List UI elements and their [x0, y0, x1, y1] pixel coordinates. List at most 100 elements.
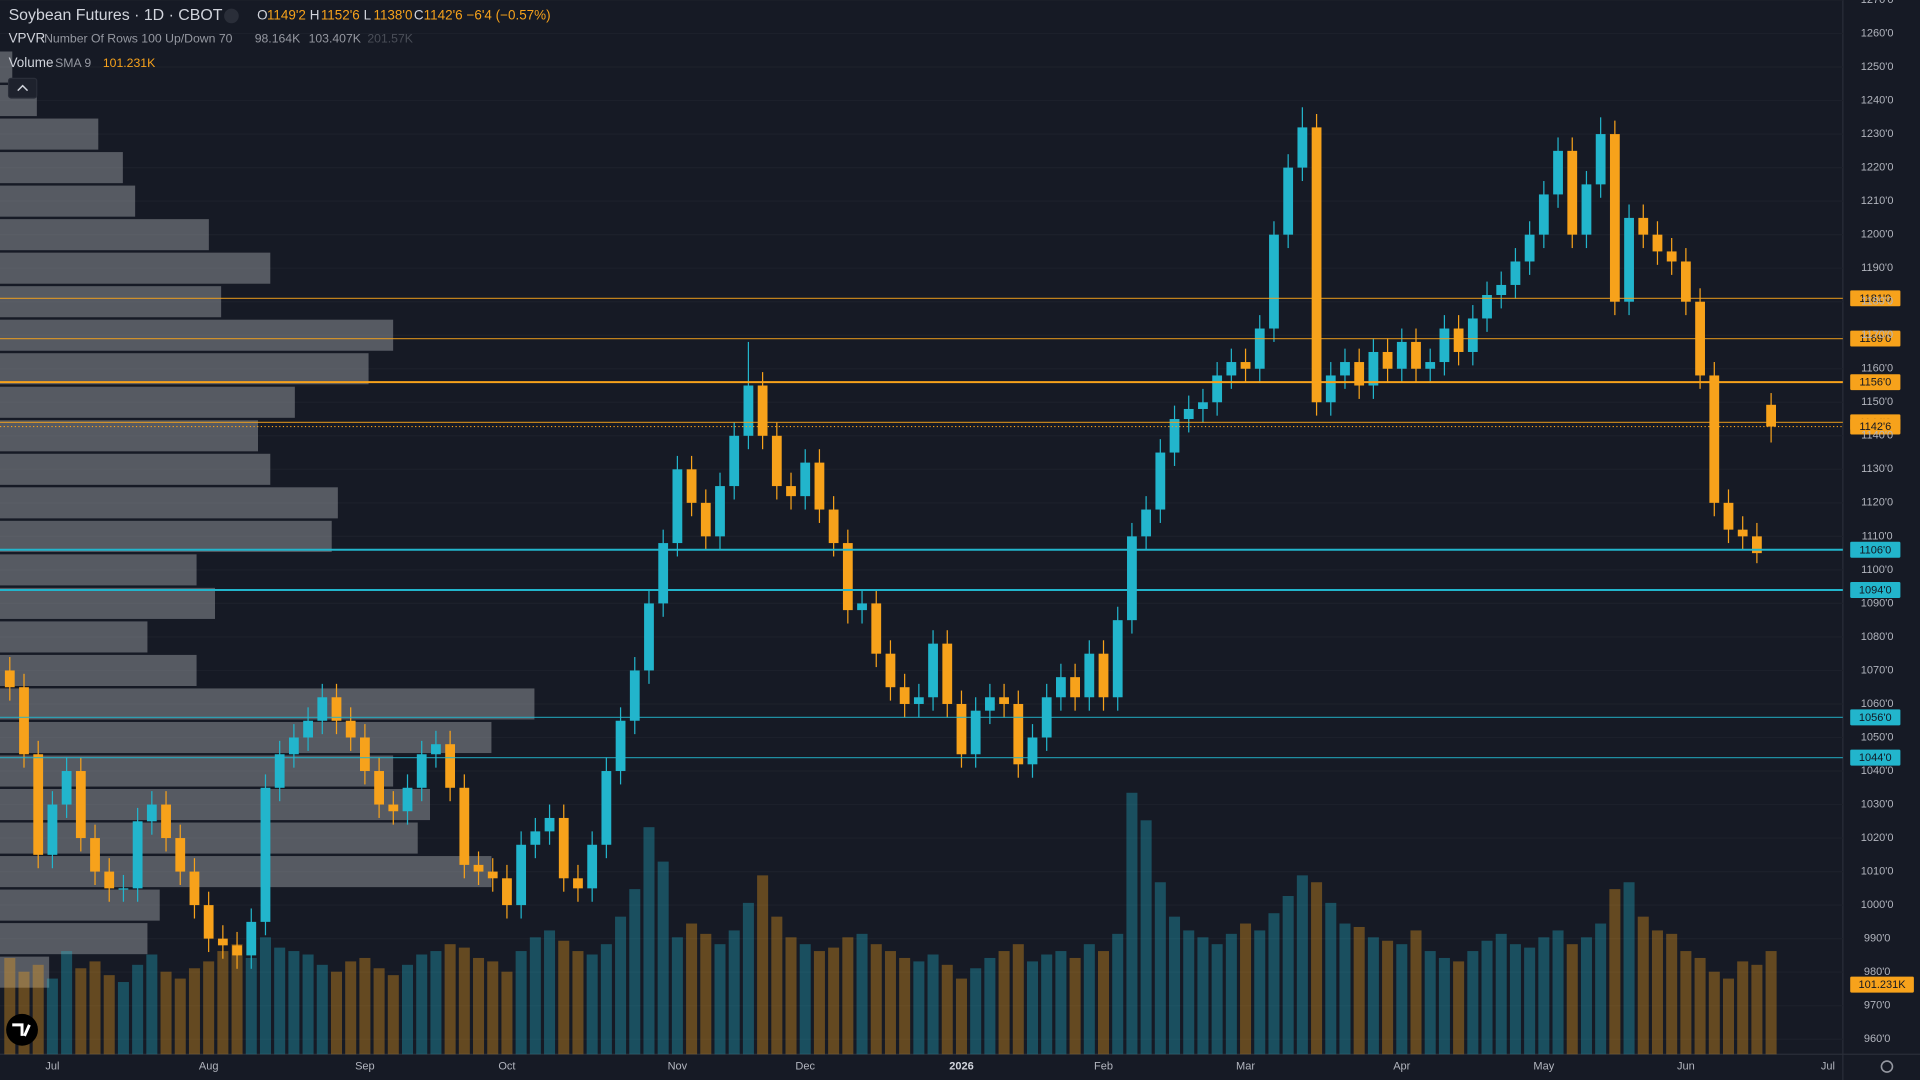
- vpvr: [0, 51, 535, 988]
- volume-bar: [856, 933, 868, 1055]
- volume-label: 101.231K: [1858, 979, 1906, 991]
- volume-bar: [1708, 971, 1720, 1055]
- candle-body: [715, 486, 725, 537]
- volume-bar: [1183, 930, 1195, 1055]
- logo: [6, 1013, 38, 1046]
- volume-bar: [671, 937, 683, 1055]
- candle-body: [1396, 341, 1407, 369]
- candle-body: [1340, 362, 1350, 376]
- candle-body: [1467, 318, 1478, 352]
- candle-body: [587, 844, 598, 889]
- candle-body: [629, 670, 640, 721]
- volume-bar: [4, 957, 16, 1055]
- y-tick-label: 970'0: [1864, 1000, 1891, 1012]
- candle-body: [1453, 328, 1464, 352]
- y-tick-label: 1180'0: [1861, 296, 1893, 308]
- volume-bar: [1169, 916, 1181, 1055]
- y-tick-label: 990'0: [1864, 933, 1891, 945]
- volume-bar: [1509, 944, 1521, 1055]
- candle-body: [445, 744, 456, 788]
- vpvr-row: [0, 654, 197, 686]
- price-label-box: [1850, 709, 1901, 726]
- volume-bar: [402, 964, 414, 1055]
- candle-body: [686, 469, 697, 503]
- candle-body: [459, 787, 470, 865]
- vpvr-row: [0, 118, 99, 150]
- volume-bar: [700, 933, 712, 1055]
- volume-bar: [117, 982, 129, 1055]
- volume-bar: [586, 954, 598, 1055]
- candle-body: [1070, 677, 1080, 698]
- collapse-icon: [17, 84, 29, 92]
- candle-body: [288, 737, 299, 755]
- price-label: 1056'0: [1859, 712, 1892, 724]
- candle-body: [1510, 261, 1521, 285]
- volume-bar: [899, 957, 911, 1055]
- vpvr-row: [0, 688, 535, 720]
- settings-icon[interactable]: [1880, 1060, 1894, 1073]
- indicator-name: Volume: [9, 55, 54, 70]
- volume-bar: [1410, 930, 1422, 1055]
- candle-body: [1056, 677, 1066, 698]
- candle-body: [942, 643, 953, 704]
- vpvr-row: [0, 587, 215, 619]
- volume: [4, 792, 1777, 1055]
- settings[interactable]: [1880, 1060, 1894, 1073]
- volume-bar: [1396, 944, 1408, 1055]
- volume-bar: [1282, 896, 1294, 1055]
- volume-bar: [1722, 978, 1734, 1055]
- volume-bar: [1751, 964, 1763, 1055]
- x-tick-label: Mar: [1236, 1060, 1255, 1072]
- vpvr-row: [0, 721, 492, 754]
- x-tick-label: Jul: [1821, 1060, 1835, 1072]
- volume-bar: [728, 930, 740, 1055]
- volume-bar: [515, 951, 527, 1055]
- volume-bar: [884, 951, 896, 1055]
- candle-body: [516, 844, 527, 906]
- candle-body: [1680, 261, 1691, 302]
- vpvr-row: [0, 923, 148, 955]
- vpvr-row: [0, 152, 123, 184]
- volume-bar: [771, 916, 783, 1055]
- volume-label-box: [1850, 976, 1914, 993]
- x-tick-label: Apr: [1393, 1060, 1410, 1072]
- volume-bar: [1765, 951, 1777, 1055]
- candle-body: [274, 754, 285, 788]
- volume-bar: [245, 957, 257, 1055]
- volume-bar: [487, 961, 499, 1055]
- vpvr-row: [0, 185, 136, 217]
- ohlc-value: 1149'2: [267, 7, 306, 22]
- vpvr-row: [0, 252, 271, 284]
- candle-body: [19, 687, 29, 755]
- candle-body: [1709, 375, 1720, 503]
- volume-bar: [529, 937, 541, 1055]
- volume-bar: [174, 978, 186, 1055]
- volume-bar: [160, 971, 172, 1055]
- candle-body: [956, 703, 967, 755]
- icon[interactable]: [224, 8, 239, 24]
- volume-bar: [870, 944, 882, 1055]
- ohlc-value: 1142'6: [424, 7, 463, 22]
- price-label: 1169'0: [1859, 333, 1891, 345]
- volume-bar: [1367, 937, 1379, 1055]
- price-label-box: [1850, 582, 1901, 598]
- candle-body: [814, 462, 825, 510]
- volume-bar: [757, 875, 769, 1055]
- volume-bar: [558, 940, 570, 1055]
- volume-bar: [998, 951, 1010, 1055]
- volume-bar: [217, 951, 229, 1055]
- y-tick-label: 980'0: [1864, 966, 1891, 978]
- candle-body: [1269, 234, 1279, 329]
- vpvr-row: [0, 386, 295, 418]
- candle-body: [374, 771, 384, 805]
- y-tick-label: 1120'0: [1861, 497, 1893, 509]
- collapse-button[interactable]: [7, 77, 38, 99]
- candle-body: [1595, 134, 1606, 185]
- price-label-box: [1850, 330, 1901, 347]
- y-tick-label: 1130'0: [1861, 463, 1893, 475]
- volume-bar: [373, 968, 385, 1055]
- price-label: 1142'6: [1859, 421, 1891, 433]
- candle-body: [1766, 404, 1776, 427]
- x-tick-label: Dec: [795, 1060, 815, 1072]
- candle-body: [1425, 362, 1436, 369]
